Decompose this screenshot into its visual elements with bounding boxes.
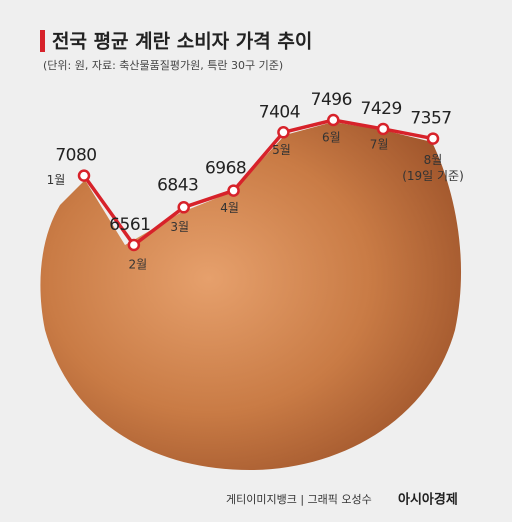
point: [426, 132, 440, 145]
value-label: 6843: [157, 175, 198, 195]
category-label: 6월: [322, 131, 341, 145]
credit: 게티이미지뱅크 | 그래픽 오성수: [226, 493, 372, 506]
egg-illustration: [40, 122, 462, 470]
point: [77, 169, 91, 182]
value-label: 7496: [311, 90, 352, 110]
point: [227, 184, 240, 197]
category-label: 1월: [47, 173, 66, 187]
category-label: 5월: [272, 143, 291, 157]
category-label: 8월: [424, 153, 443, 167]
point: [277, 126, 290, 139]
value-label: 7357: [410, 109, 451, 129]
point: [127, 238, 141, 252]
annotation: (19일 기준): [402, 169, 464, 183]
category-label: 2월: [129, 258, 148, 272]
value-label: 6968: [205, 159, 246, 179]
point: [376, 122, 390, 136]
title-bar: [40, 30, 45, 52]
point: [177, 201, 190, 214]
publisher: 아시아경제: [398, 492, 458, 508]
value-label: 7080: [55, 146, 96, 166]
category-label: 3월: [170, 220, 189, 234]
category-label: 7월: [370, 137, 389, 151]
chart-subtitle: (단위: 원, 자료: 축산물품질평가원, 특란 30구 기준): [43, 59, 283, 72]
point: [327, 113, 340, 127]
value-label: 6561: [109, 215, 150, 235]
line: [82, 118, 434, 248]
category-label: 4월: [220, 201, 239, 215]
value-label: 7404: [259, 102, 300, 122]
value-label: 7429: [361, 99, 402, 119]
chart-title: 전국 평균 계란 소비자 가격 추이: [52, 31, 312, 53]
